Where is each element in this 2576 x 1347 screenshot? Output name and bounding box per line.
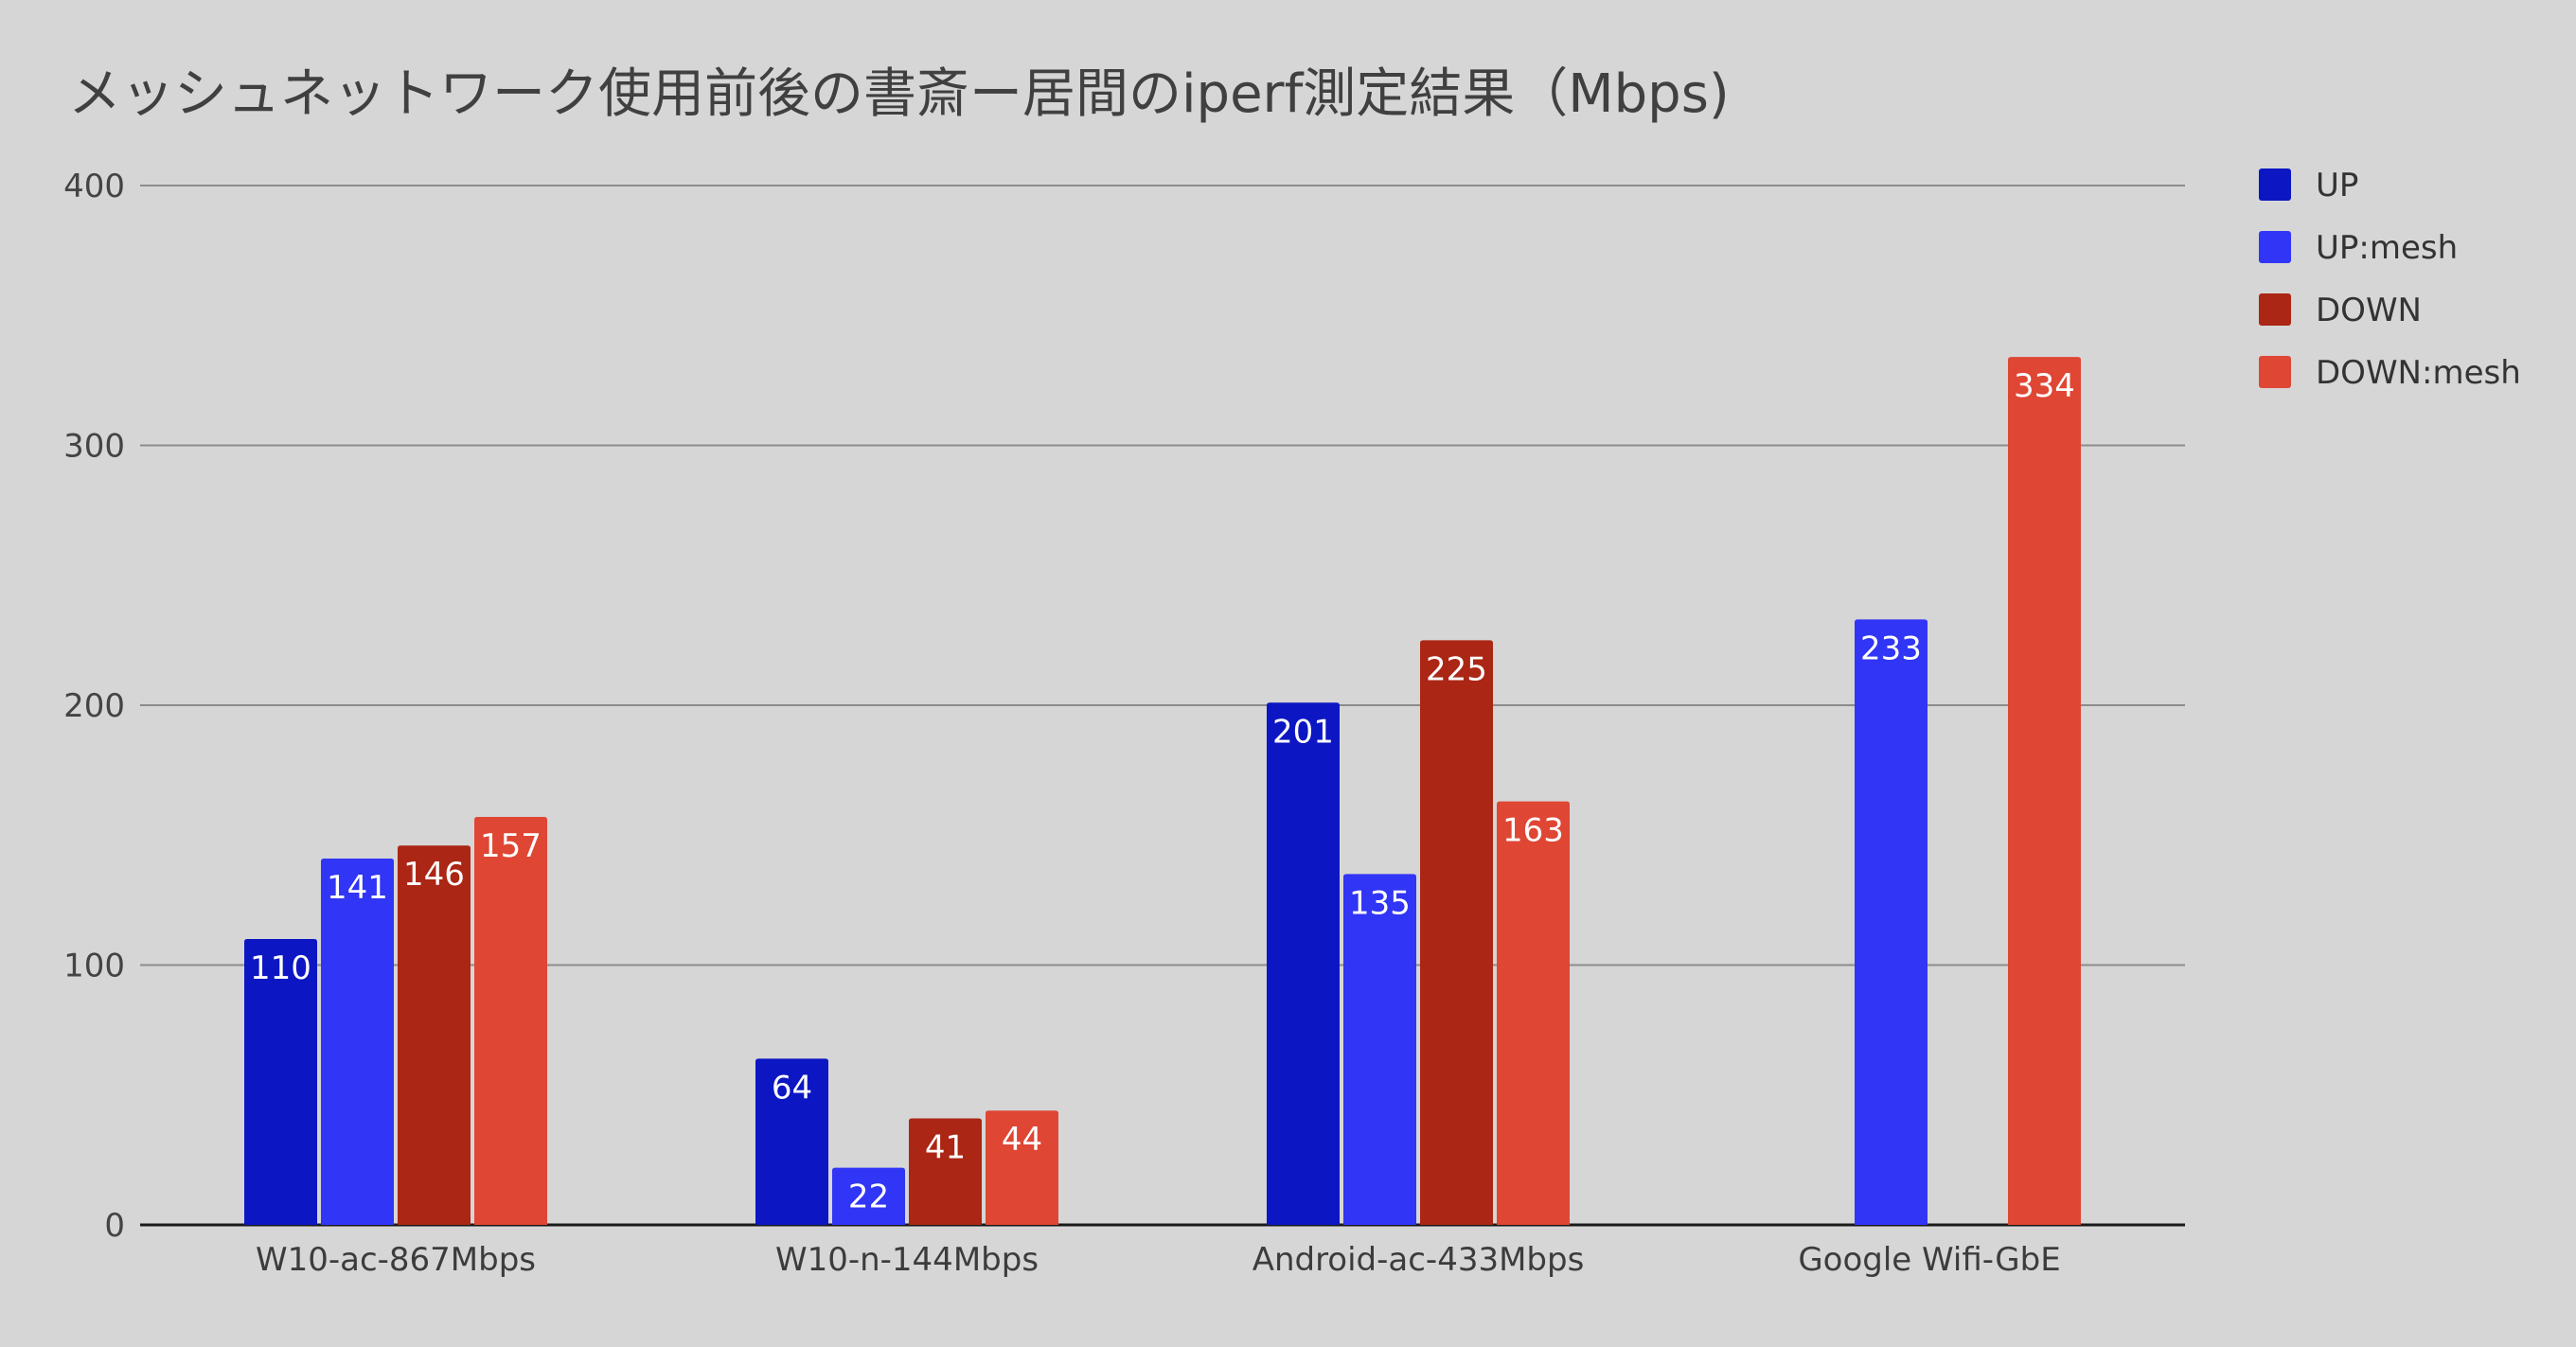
- bar-value-label: 22: [848, 1179, 889, 1216]
- x-category-label: Android-ac-433Mbps: [1252, 1241, 1585, 1279]
- bar-value-label: 141: [327, 869, 388, 907]
- y-tick-label: 100: [63, 948, 125, 985]
- x-category-label: Google Wifi-GbE: [1798, 1241, 2060, 1279]
- bar-value-label: 157: [480, 827, 542, 865]
- data-labels: 110 141 146 157 64 22 41 44 201 135 225 163 233 334: [250, 367, 2075, 1215]
- bars: [244, 357, 2081, 1225]
- bar-value-label: 44: [1002, 1121, 1042, 1159]
- legend-swatch: [2259, 293, 2291, 326]
- bar-value-label: 233: [1860, 629, 1922, 667]
- legend-label: UP: [2316, 167, 2358, 204]
- bar-value-label: 225: [1426, 650, 1487, 688]
- bar-value-label: 201: [1272, 713, 1334, 751]
- legend-label: DOWN: [2316, 292, 2422, 329]
- legend-swatch: [2259, 168, 2291, 201]
- chart-title: メッシュネットワーク使用前後の書斎ー居間のiperf測定結果（Mbps): [68, 63, 1730, 125]
- bar: [755, 1058, 828, 1225]
- bar: [1855, 619, 1928, 1225]
- y-tick-label: 300: [63, 428, 125, 466]
- bar-value-label: 64: [772, 1069, 812, 1107]
- x-axis-categories: W10-ac-867Mbps W10-n-144Mbps Android-ac-43…: [256, 1241, 2061, 1279]
- y-tick-label: 0: [104, 1207, 125, 1245]
- bar: [986, 1110, 1058, 1225]
- bar-value-label: 334: [2014, 367, 2075, 405]
- bar: [1343, 874, 1416, 1225]
- x-category-label: W10-n-144Mbps: [775, 1241, 1039, 1279]
- bar: [2008, 357, 2081, 1225]
- legend-label: UP:mesh: [2316, 229, 2458, 267]
- bar: [909, 1118, 982, 1225]
- bar: [321, 858, 394, 1225]
- x-category-label: W10-ac-867Mbps: [256, 1241, 536, 1279]
- legend-label: DOWN:mesh: [2316, 354, 2521, 392]
- y-tick-label: 200: [63, 687, 125, 725]
- legend: UP UP:mesh DOWN DOWN:mesh: [2259, 167, 2521, 392]
- bar-value-label: 163: [1502, 812, 1564, 850]
- y-tick-label: 400: [63, 168, 125, 205]
- bar: [1420, 640, 1493, 1225]
- bar-value-label: 135: [1349, 884, 1411, 922]
- y-axis-ticks: 0 100 200 300 400: [63, 168, 125, 1245]
- bar: [1497, 801, 1570, 1225]
- bar-value-label: 41: [925, 1128, 966, 1166]
- legend-swatch: [2259, 231, 2291, 263]
- bar: [474, 817, 547, 1225]
- bar: [398, 845, 471, 1225]
- bar-value-label: 146: [403, 856, 465, 894]
- legend-swatch: [2259, 356, 2291, 388]
- bar: [832, 1167, 905, 1225]
- bar: [1267, 702, 1340, 1225]
- bar-value-label: 110: [250, 949, 311, 987]
- bar: [244, 939, 317, 1225]
